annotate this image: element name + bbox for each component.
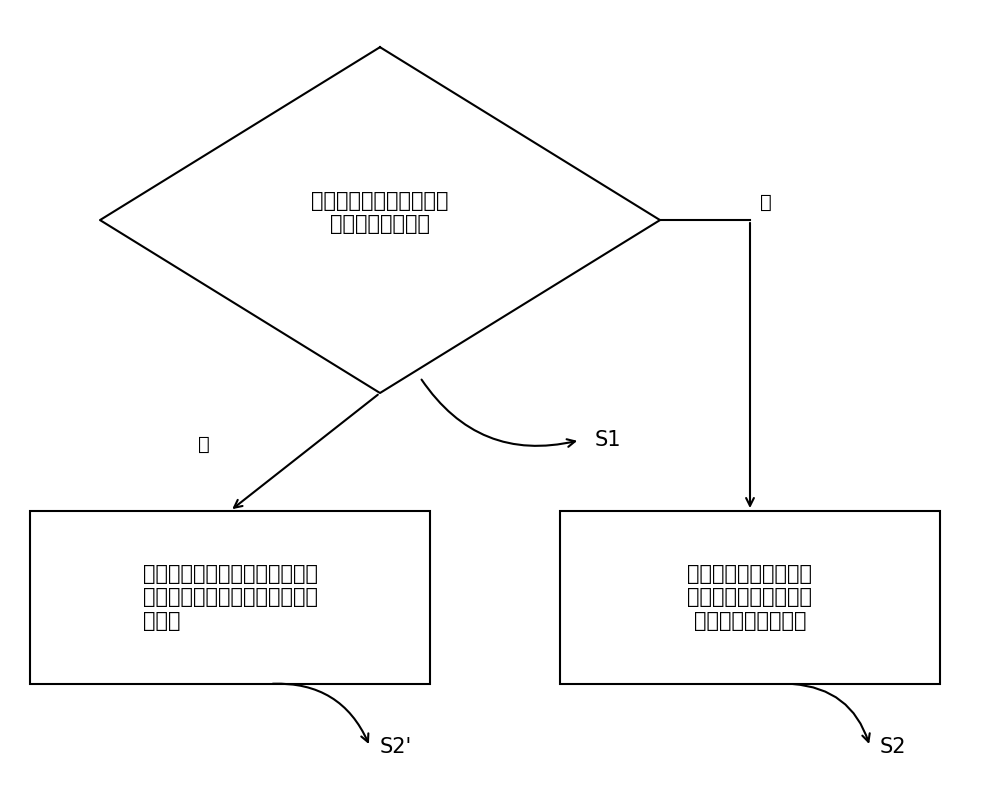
Text: S2: S2 — [880, 736, 906, 757]
Bar — [560, 511, 940, 684]
Text: 否: 否 — [760, 193, 772, 212]
Text: 将文档库中的文档进行段落分割
后通过相似度比较获得查询结果
并输出: 将文档库中的文档进行段落分割 后通过相似度比较获得查询结果 并输出 — [143, 564, 318, 630]
Text: 是: 是 — [198, 435, 210, 454]
Text: 判断标记文本的长度是否
大于第一长度阈值: 判断标记文本的长度是否 大于第一长度阈值 — [311, 191, 449, 233]
Bar — [30, 511, 430, 684]
Text: S2': S2' — [380, 736, 412, 757]
Text: 根据所述标记文本对文
档库中的文档进行匹配
获得查询结果并输出: 根据所述标记文本对文 档库中的文档进行匹配 获得查询结果并输出 — [688, 564, 812, 630]
Polygon shape — [100, 47, 660, 393]
Text: S1: S1 — [595, 430, 622, 450]
